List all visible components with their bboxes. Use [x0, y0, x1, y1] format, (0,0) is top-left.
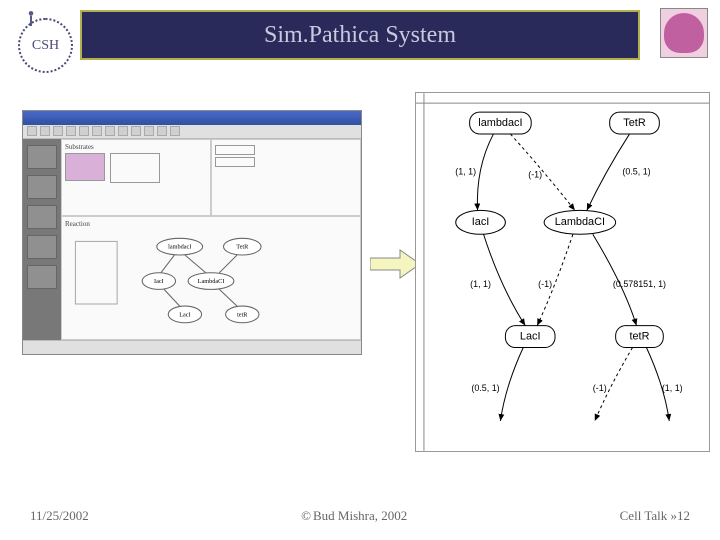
svg-text:LacI: LacI — [179, 311, 190, 318]
screenshot-statusbar — [23, 340, 361, 354]
footer-date: 11/25/2002 — [30, 508, 89, 524]
arrow-icon — [370, 250, 420, 278]
screenshot-reaction-pane: Reaction lambdacI TetR IacI LambdaCI Lac… — [61, 216, 361, 340]
svg-text:LambdaCI: LambdaCI — [198, 278, 225, 285]
mini-diagram: lambdacI TetR IacI LambdaCI LacI tetR — [65, 230, 357, 336]
title-bar: Sim.Pathica System — [80, 10, 640, 60]
edge-label: (0.578151, 1) — [613, 279, 666, 289]
right-logo-icon — [664, 13, 704, 53]
svg-text:TetR: TetR — [236, 243, 249, 250]
edge-label: (0.5, 1) — [622, 167, 650, 177]
screenshot-substrates-pane: Substrates — [61, 139, 211, 216]
screenshot-main: Substrates Reaction lambdacI TetR IacI — [61, 139, 361, 340]
edge-lambdacI-IacI — [477, 134, 493, 210]
reaction-label: Reaction — [65, 220, 357, 228]
node-label: LambdaCI — [555, 216, 605, 228]
node-label: TetR — [623, 117, 646, 129]
svg-text:tetR: tetR — [237, 311, 248, 318]
csh-text: CSH — [32, 38, 59, 54]
arrow-shape — [370, 248, 420, 280]
copyright-text: Bud Mishra, 2002 — [313, 508, 407, 524]
svg-text:lambdacI: lambdacI — [168, 243, 191, 250]
edge-label: (-1) — [528, 170, 542, 180]
right-logo — [660, 8, 708, 58]
node-label: IacI — [472, 216, 490, 228]
network-diagram: (1, 1) (-1) (0.5, 1) (1, 1) (-1) (0.578151, 1… — [415, 92, 710, 452]
footer-copyright: © Bud Mishra, 2002 — [301, 508, 407, 524]
app-screenshot: Substrates Reaction lambdacI TetR IacI — [22, 110, 362, 355]
screenshot-titlebar — [23, 111, 361, 125]
thumbnail-icon — [65, 153, 105, 181]
svg-text:IacI: IacI — [154, 278, 164, 285]
edge-label: (0.5, 1) — [471, 383, 499, 393]
edge-label: (1, 1) — [662, 383, 683, 393]
edge-label: (1, 1) — [470, 279, 491, 289]
edge-lambdacI-LambdaCI — [510, 134, 575, 210]
csh-logo: CSH — [18, 18, 73, 73]
substrates-label: Substrates — [65, 143, 207, 151]
edge-LacI-sinkL — [500, 347, 523, 420]
edge-label: (1, 1) — [455, 167, 476, 177]
footer-right: Cell Talk »12 — [620, 508, 690, 524]
page-title: Sim.Pathica System — [264, 22, 456, 49]
substrate-list — [110, 153, 160, 183]
screenshot-body: Substrates Reaction lambdacI TetR IacI — [23, 139, 361, 340]
screenshot-sidebar — [23, 139, 61, 340]
edge-label: (-1) — [593, 383, 607, 393]
screenshot-toolbar — [23, 125, 361, 139]
node-label: lambdacI — [478, 117, 522, 129]
footer: 11/25/2002 © Bud Mishra, 2002 Cell Talk … — [0, 508, 720, 524]
csh-badge: CSH — [18, 18, 73, 73]
control-row — [215, 145, 255, 155]
copyright-icon: © — [301, 508, 311, 524]
node-label: tetR — [629, 330, 649, 342]
node-label: LacI — [520, 330, 541, 342]
control-row — [215, 157, 255, 167]
screenshot-controls-pane — [211, 139, 361, 216]
edge-label: (-1) — [538, 279, 552, 289]
